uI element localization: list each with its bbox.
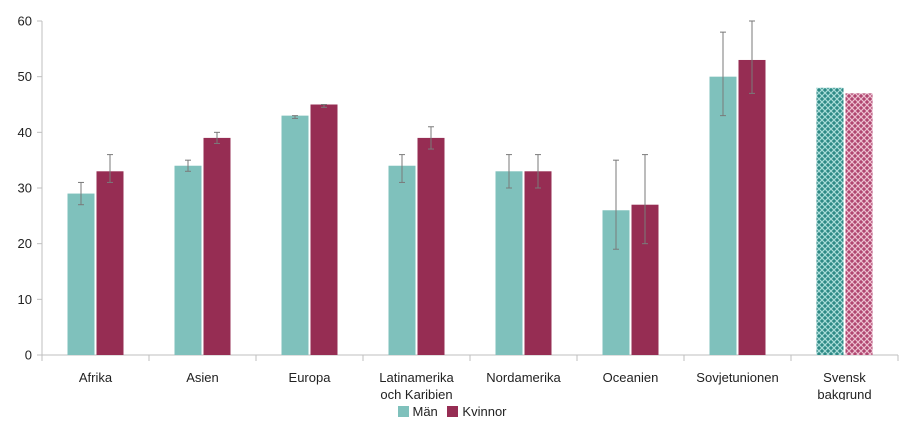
bar-kvinnor bbox=[203, 137, 231, 355]
legend-swatch-man bbox=[397, 406, 409, 417]
legend: Män Kvinnor bbox=[0, 404, 904, 420]
bar-kvinnor bbox=[845, 93, 873, 355]
bar-man bbox=[816, 87, 844, 356]
bar-kvinnor bbox=[738, 59, 766, 355]
y-tick-label: 50 bbox=[18, 69, 32, 84]
bar-man bbox=[709, 76, 737, 356]
y-tick-label: 60 bbox=[18, 14, 32, 29]
x-category-label: Oceanien bbox=[603, 370, 659, 385]
y-tick-label: 10 bbox=[18, 292, 32, 307]
legend-item-kvinnor: Kvinnor bbox=[447, 404, 507, 419]
bar-man bbox=[67, 193, 95, 355]
y-tick-label: 20 bbox=[18, 236, 32, 251]
y-axis: 0 10 20 30 40 50 60 bbox=[18, 14, 43, 363]
error-bars bbox=[78, 20, 755, 250]
x-axis bbox=[41, 354, 899, 361]
legend-item-man: Män bbox=[397, 404, 438, 419]
bar-kvinnor bbox=[310, 104, 338, 355]
legend-label-man: Män bbox=[412, 404, 438, 419]
bar-man bbox=[388, 165, 416, 355]
x-category-label: Asien bbox=[186, 370, 219, 385]
x-category-label: Sovjetunionen bbox=[696, 370, 778, 385]
x-category-label: Europa bbox=[289, 370, 332, 385]
bar-man bbox=[281, 115, 309, 355]
bar-chart: 0 10 20 30 40 50 60 Afrika Asien Europa Latinamer… bbox=[18, 14, 899, 400]
legend-label-kvinnor: Kvinnor bbox=[462, 404, 507, 419]
x-category-label: Latinamerika och Karibien bbox=[379, 370, 454, 400]
y-tick-label: 30 bbox=[18, 181, 32, 196]
x-category-label: Nordamerika bbox=[486, 370, 561, 385]
bars bbox=[67, 59, 873, 356]
bar-man bbox=[174, 165, 202, 355]
bar-man bbox=[495, 171, 523, 355]
y-tick-label: 40 bbox=[18, 125, 32, 140]
x-category-label: Afrika bbox=[79, 370, 113, 385]
bar-kvinnor bbox=[417, 137, 445, 355]
legend-swatch-kvinnor bbox=[447, 406, 459, 417]
y-tick-label: 0 bbox=[25, 348, 32, 363]
bar-kvinnor bbox=[96, 171, 124, 355]
bar-kvinnor bbox=[524, 171, 552, 355]
x-category-label: Svensk bakgrund bbox=[817, 370, 871, 400]
category-labels: Afrika Asien Europa Latinamerika och Karibie… bbox=[79, 370, 872, 400]
